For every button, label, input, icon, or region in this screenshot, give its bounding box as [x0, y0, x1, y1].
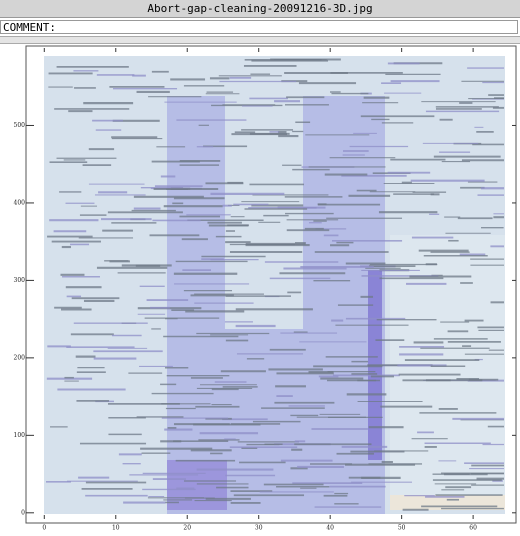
y-tick-label: 400	[14, 199, 26, 206]
file-title: Abort-gap-cleaning-20091216-3D.jpg	[147, 2, 373, 15]
x-tick-label: 50	[398, 525, 406, 532]
y-tick-label: 500	[14, 122, 26, 129]
comment-field[interactable]: COMMENT:	[0, 20, 518, 34]
y-tick-label: 200	[14, 354, 26, 361]
x-tick-label: 60	[469, 525, 477, 532]
y-tick-label: 0	[21, 509, 25, 516]
x-tick-label: 30	[255, 525, 263, 532]
y-tick-label: 100	[14, 432, 26, 439]
y-tick-label: 300	[14, 277, 26, 284]
x-tick-label: 10	[112, 525, 120, 532]
x-tick-label: 20	[183, 525, 191, 532]
title-bar: Abort-gap-cleaning-20091216-3D.jpg	[0, 0, 520, 18]
streaks	[46, 58, 504, 511]
comment-label: COMMENT:	[3, 21, 56, 34]
x-tick-label: 0	[42, 525, 46, 532]
contour-low	[167, 460, 227, 510]
separator	[0, 36, 520, 44]
x-tick-label: 40	[326, 525, 334, 532]
